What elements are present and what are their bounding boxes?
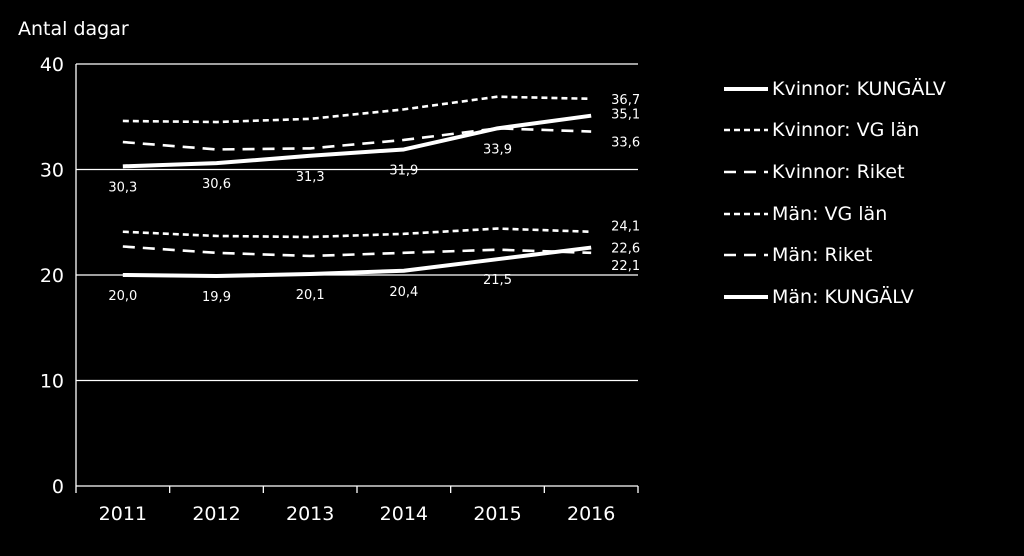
x-tick-label: 2014 (380, 503, 428, 525)
data-label: 30,3 (108, 180, 137, 195)
legend-swatch (724, 86, 768, 91)
legend-item: Kvinnor: Riket (722, 151, 1022, 193)
data-label: 22,1 (611, 259, 640, 274)
data-label: 19,9 (202, 290, 231, 305)
data-label: 20,1 (296, 288, 325, 303)
legend-swatch (724, 170, 768, 174)
legend: Kvinnor: KUNGÄLV Kvinnor: VG län Kvinnor: … (722, 68, 1022, 318)
series-line-1 (122, 113, 592, 169)
data-label: 35,1 (611, 108, 640, 123)
data-label: 20,4 (389, 285, 418, 300)
y-tick-label: 40 (40, 54, 64, 76)
legend-swatch (724, 253, 768, 257)
y-tick-label: 20 (40, 265, 64, 287)
series-line-6 (122, 245, 592, 279)
legend-label: Kvinnor: KUNGÄLV (772, 77, 946, 100)
legend-item: Män: VG län (722, 193, 1022, 235)
x-tick-label: 2011 (99, 503, 147, 525)
data-label: 30,6 (202, 177, 231, 192)
legend-item: Kvinnor: VG län (722, 110, 1022, 152)
data-label: 36,7 (611, 93, 640, 108)
series-line-2 (122, 95, 592, 124)
legend-item: Män: Riket (722, 234, 1022, 276)
data-label: 31,9 (389, 163, 418, 178)
series-line-3 (122, 127, 592, 151)
x-tick-label: 2016 (567, 503, 615, 525)
x-tick-label: 2015 (473, 503, 521, 525)
legend-label: Män: VG län (772, 202, 888, 225)
data-label: 21,5 (483, 273, 512, 288)
y-tick-label: 10 (40, 371, 64, 393)
legend-swatch (724, 294, 768, 299)
legend-swatch (724, 212, 768, 215)
legend-item: Kvinnor: KUNGÄLV (722, 68, 1022, 110)
legend-label: Män: Riket (772, 244, 873, 267)
y-axis-title: Antal dagar (18, 18, 129, 40)
legend-label: Kvinnor: Riket (772, 160, 905, 183)
x-tick-label: 2013 (286, 503, 334, 525)
legend-item: Män: KUNGÄLV (722, 276, 1022, 318)
series-line-4 (122, 227, 592, 239)
legend-label: Män: KUNGÄLV (772, 285, 914, 308)
data-label: 31,3 (296, 170, 325, 185)
y-tick-label: 0 (52, 476, 64, 498)
legend-swatch (724, 129, 768, 132)
data-label: 20,0 (108, 289, 137, 304)
data-label: 33,6 (611, 136, 640, 151)
data-label: 22,6 (611, 242, 640, 257)
legend-label: Kvinnor: VG län (772, 119, 920, 142)
x-tick-label: 2012 (192, 503, 240, 525)
series-line-5 (122, 245, 592, 258)
y-tick-label: 30 (40, 160, 64, 182)
data-label: 33,9 (483, 142, 512, 157)
data-label: 24,1 (611, 220, 640, 235)
